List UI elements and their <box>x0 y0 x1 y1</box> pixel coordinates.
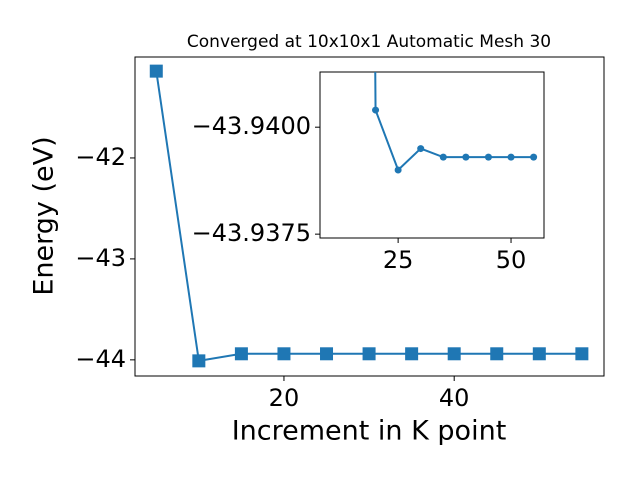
y-tick-label: −43 <box>75 244 126 272</box>
x-tick-label: 20 <box>269 384 300 412</box>
plot-area <box>319 71 545 239</box>
marker <box>405 347 419 361</box>
marker <box>532 347 546 361</box>
marker <box>234 347 248 361</box>
marker <box>462 153 470 161</box>
marker <box>149 64 163 78</box>
marker <box>490 347 504 361</box>
marker <box>372 106 380 114</box>
x-tick-label: 50 <box>496 246 527 274</box>
x-axis-label: Increment in K point <box>232 416 507 447</box>
marker <box>192 354 206 368</box>
x-tick-label: 40 <box>439 384 470 412</box>
marker <box>575 347 589 361</box>
series <box>372 72 538 174</box>
x-tick-label: 25 <box>383 246 414 274</box>
y-tick-label: −43.9400 <box>192 112 311 140</box>
y-tick-label: −43.9375 <box>192 219 311 247</box>
marker <box>394 166 402 174</box>
marker <box>530 153 538 161</box>
y-tick-label: −42 <box>75 143 126 171</box>
chart-title: Converged at 10x10x1 Automatic Mesh 30 <box>187 32 551 52</box>
marker <box>362 347 376 361</box>
y-axis-label: Energy (eV) <box>29 136 60 295</box>
marker <box>417 145 425 153</box>
series <box>149 64 589 368</box>
marker <box>277 347 291 361</box>
marker <box>447 347 461 361</box>
marker <box>320 347 334 361</box>
y-tick-label: −44 <box>75 345 126 373</box>
marker <box>507 153 515 161</box>
marker <box>439 153 447 161</box>
marker <box>484 153 492 161</box>
